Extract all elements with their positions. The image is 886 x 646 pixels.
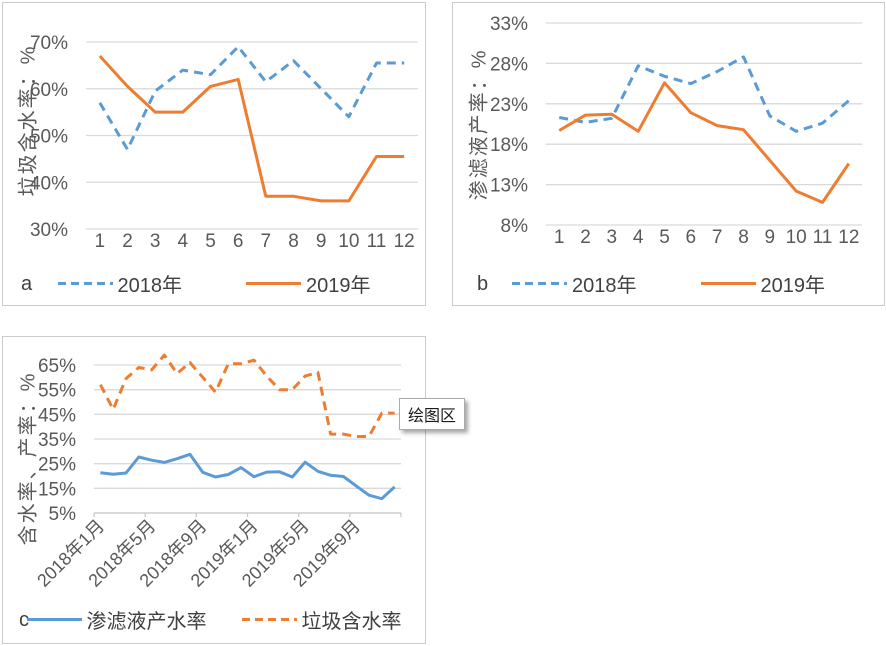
x-tick-label: 4	[178, 231, 189, 252]
x-tick-label: 1	[554, 227, 565, 248]
series-line-2018年	[98, 45, 405, 151]
y-tick-label: 18%	[490, 135, 528, 156]
y-tick-label: 33%	[490, 14, 528, 35]
legend-line-sample-solid	[700, 282, 756, 285]
series-line-2019年	[98, 54, 405, 203]
series-line-2019年	[558, 81, 851, 204]
legend-label: 垃圾含水率	[301, 611, 402, 633]
x-tick-label: 12	[394, 231, 415, 252]
x-tick-label: 8	[738, 227, 749, 248]
x-tick-label: 2	[580, 227, 591, 248]
y-tick-label: 50%	[30, 127, 68, 148]
x-tick-label: 1	[95, 231, 106, 252]
y-tick-label: 65%	[38, 356, 76, 377]
y-tick-label: 30%	[30, 220, 68, 241]
series-line-渗滤液产水率	[100, 452, 396, 501]
y-tick-label: 23%	[490, 95, 528, 116]
chart-panel-b[interactable]: 渗滤液产率：% 8% 13% 18% 23% 28% 33% 1 2 3 4 5 6 7 8 9 10 11 12…	[452, 2, 885, 306]
legend-a: 2018年 2019年	[3, 269, 425, 298]
y-tick-label: 28%	[490, 54, 528, 75]
x-tick-label: 3	[607, 227, 618, 248]
x-tick-label: 11	[367, 231, 387, 252]
plot-area-tooltip: 绘图区	[399, 398, 465, 430]
x-tick-label: 11	[813, 227, 833, 248]
y-tick-label: 25%	[38, 455, 76, 476]
legend-label: 2019年	[306, 275, 371, 297]
y-tick-label: 15%	[38, 479, 76, 500]
panel-letter-a: a	[21, 273, 33, 295]
legend-item-2019[interactable]: 2019年	[246, 269, 371, 298]
x-tick-label: 5	[659, 227, 670, 248]
chart-panel-c[interactable]: 含水率、产率：% 5% 15% 25% 35% 45% 55% 65% 2018年1月 2018…	[2, 336, 426, 644]
x-tick-label: 2	[122, 231, 133, 252]
x-tick-label: 7	[261, 231, 272, 252]
x-tick-label: 9	[316, 231, 327, 252]
legend-line-sample-solid	[246, 282, 301, 285]
x-tick-label: 10	[338, 231, 359, 252]
chart-b-plot-area: 8%13%18%23%28%33%1 2 3 4 5 6 7 8 9 10 11 12	[490, 14, 862, 248]
legend-label: 2018年	[117, 275, 183, 297]
legend-line-sample-solid	[26, 618, 82, 621]
y-tick-label: 55%	[38, 381, 76, 402]
legend-label: 2018年	[572, 275, 637, 297]
x-tick-label: 8	[288, 231, 299, 252]
legend-item-leachate[interactable]: 渗滤液产水率	[26, 605, 207, 634]
y-tick-label: 5%	[49, 504, 77, 525]
legend-line-sample-dashed	[512, 282, 567, 285]
legend-line-sample-dashed	[241, 618, 297, 621]
series-line-2018年	[558, 55, 850, 133]
panel-letter-b: b	[477, 273, 489, 295]
x-tick-label: 6	[686, 227, 697, 248]
legend-item-2018[interactable]: 2018年	[57, 269, 183, 298]
chart-panel-a[interactable]: 垃圾含水率：% 30% 40% 50% 60% 70% 1 2 3 4 5 6 7 8 9 10 11 12 a…	[2, 2, 426, 306]
legend-item-2019[interactable]: 2019年	[700, 269, 826, 298]
legend-label: 2019年	[760, 275, 826, 297]
y-tick-label: 8%	[501, 216, 529, 237]
y-tick-label: 13%	[490, 176, 528, 197]
x-tick-label: 4	[633, 227, 644, 248]
x-tick-label: 12	[838, 227, 859, 248]
y-tick-label: 45%	[38, 405, 76, 426]
x-tick-label: 3	[150, 231, 161, 252]
plot-area-tooltip-text: 绘图区	[407, 408, 456, 425]
y-tick-label: 35%	[38, 430, 76, 451]
y-tick-label: 40%	[30, 173, 68, 194]
legend-item-moisture[interactable]: 垃圾含水率	[241, 605, 402, 634]
x-tick-label: 7	[712, 227, 723, 248]
y-tick-label: 70%	[30, 33, 68, 54]
series-line-垃圾含水率	[99, 353, 395, 438]
x-tick-label: 5	[205, 231, 216, 252]
panel-letter-c: c	[19, 609, 29, 631]
legend-item-2018[interactable]: 2018年	[512, 269, 637, 298]
chart-a-plot-area: 30%40%50%60%70%1 2 3 4 5 6 7 8 9 10 11 12	[30, 33, 418, 252]
x-tick-label: 10	[786, 227, 807, 248]
y-tick-label: 60%	[30, 80, 68, 101]
legend-b: 2018年 2019年	[453, 269, 884, 298]
x-tick-label: 6	[233, 231, 244, 252]
legend-label: 渗滤液产水率	[86, 611, 207, 633]
chart-c-plot-area: 5%15%25%35%45%55%65%2018年1月2018年5月2018年9…	[33, 353, 402, 591]
x-tick-label: 9	[765, 227, 776, 248]
legend-line-sample-dashed	[57, 282, 113, 285]
legend-c: 渗滤液产水率 垃圾含水率	[3, 605, 425, 634]
